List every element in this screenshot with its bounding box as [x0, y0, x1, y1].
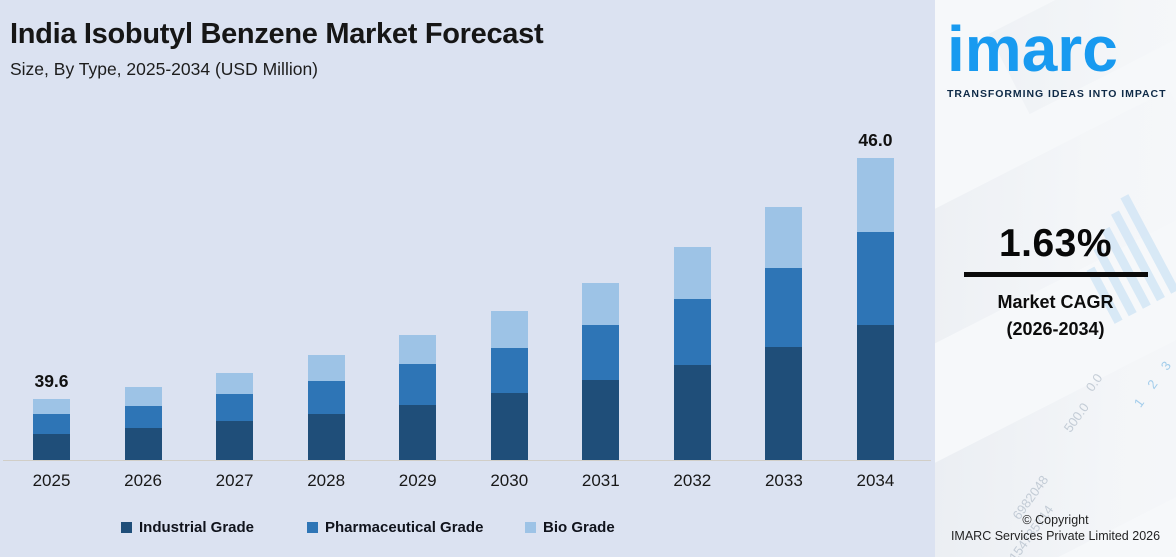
- bar-segment-2029-pharmaceutical-grade: [399, 364, 437, 405]
- page-subtitle: Size, By Type, 2025-2034 (USD Million): [10, 59, 319, 79]
- copyright: © Copyright IMARC Services Private Limit…: [935, 512, 1176, 544]
- legend-item-pharmaceutical-grade: Pharmaceutical Grade: [307, 519, 483, 536]
- bar-segment-2031-industrial-grade: [582, 380, 620, 460]
- cagr-underline: [963, 272, 1148, 277]
- data-label-2025: 39.6: [34, 371, 69, 391]
- x-axis-label-2031: 2031: [581, 471, 620, 490]
- bar-segment-2032-pharmaceutical-grade: [673, 299, 711, 365]
- legend-label: Pharmaceutical Grade: [325, 519, 484, 536]
- x-axis-label-2030: 2030: [490, 471, 529, 490]
- bar-segment-2029-industrial-grade: [399, 405, 437, 460]
- bar-segment-2032-industrial-grade: [673, 365, 711, 460]
- legend-label: Industrial Grade: [139, 519, 255, 536]
- bar-segment-2028-bio-grade: [307, 355, 345, 381]
- bar-segment-2028-industrial-grade: [307, 414, 345, 460]
- legend-item-industrial-grade: Industrial Grade: [121, 519, 254, 536]
- data-label-2034: 46.0: [858, 130, 893, 150]
- imarc-logo-text: imarc: [947, 13, 1118, 85]
- bar-segment-2026-industrial-grade: [124, 428, 162, 460]
- x-axis-label-2027: 2027: [215, 471, 254, 490]
- legend-item-bio-grade: Bio Grade: [525, 519, 615, 536]
- page-title: India Isobutyl Benzene Market Forecast: [10, 18, 544, 50]
- x-axis-line: [3, 460, 931, 461]
- bar-segment-2025-industrial-grade: [33, 434, 70, 460]
- x-axis-label-2026: 2026: [124, 471, 162, 490]
- copyright-line2: IMARC Services Private Limited 2026: [950, 529, 1161, 543]
- side-panel: 500.0 0.0 1 2 3 4 6982048 0.154785714: [935, 0, 1176, 557]
- bar-segment-2033-pharmaceutical-grade: [765, 268, 803, 347]
- chart-section: India Isobutyl Benzene Market Forecast S…: [3, 18, 931, 536]
- imarc-logo-tagline: TRANSFORMING IDEAS INTO IMPACT: [947, 88, 1167, 100]
- bar-segment-2025-bio-grade: [33, 399, 70, 414]
- bar-2031: [582, 283, 620, 460]
- bar-segment-2034-pharmaceutical-grade: [856, 232, 894, 325]
- x-axis-label-2034: 2034: [856, 471, 895, 490]
- bar-2032: [673, 247, 711, 460]
- imarc-logo: imarc TRANSFORMING IDEAS INTO IMPACT: [947, 8, 1176, 100]
- cagr-label-line2: (2026-2034): [1006, 319, 1105, 339]
- cagr-label-line1: Market CAGR: [997, 292, 1114, 312]
- bar-segment-2026-pharmaceutical-grade: [124, 406, 162, 428]
- legend-swatch-pharmaceutical-grade-icon: [307, 522, 318, 533]
- legend-label: Bio Grade: [543, 519, 615, 536]
- bar-2026: [124, 387, 162, 460]
- bar-segment-2034-industrial-grade: [856, 325, 894, 460]
- bar-segment-2025-pharmaceutical-grade: [33, 414, 70, 434]
- bar-segment-2030-bio-grade: [490, 311, 528, 348]
- x-axis-label-2028: 2028: [307, 471, 346, 490]
- legend-swatch-industrial-grade-icon: [121, 522, 132, 533]
- bar-segment-2028-pharmaceutical-grade: [307, 381, 345, 414]
- bar-segment-2033-industrial-grade: [765, 347, 803, 460]
- bar-2034: 46.0: [856, 130, 894, 460]
- x-axis-label-2033: 2033: [764, 471, 803, 490]
- copyright-line1: © Copyright: [1022, 513, 1089, 527]
- cagr-value: 1.63%: [998, 222, 1113, 265]
- bar-2033: [765, 207, 803, 460]
- bar-segment-2033-bio-grade: [765, 207, 803, 268]
- bar-2030: [490, 311, 528, 460]
- bar-segment-2027-bio-grade: [216, 373, 254, 394]
- plot-area: 39.6 46.0: [33, 130, 894, 460]
- bar-2027: [216, 373, 254, 460]
- bar-segment-2030-pharmaceutical-grade: [490, 348, 528, 393]
- x-axis-label-2029: 2029: [398, 471, 437, 490]
- bar-segment-2027-pharmaceutical-grade: [216, 394, 254, 421]
- bar-2028: [307, 355, 345, 460]
- bar-segment-2027-industrial-grade: [216, 421, 254, 460]
- x-axis-label-2032: 2032: [673, 471, 712, 490]
- bar-segment-2031-bio-grade: [582, 283, 620, 325]
- cagr-block: 1.63% Market CAGR (2026-2034): [935, 222, 1176, 343]
- bar-segment-2034-bio-grade: [856, 158, 894, 232]
- bar-segment-2029-bio-grade: [399, 335, 437, 364]
- x-axis-label-2025: 2025: [32, 471, 71, 490]
- bar-segment-2030-industrial-grade: [490, 393, 528, 460]
- bar-segment-2026-bio-grade: [124, 387, 162, 406]
- bar-2029: [399, 335, 437, 460]
- bar-2025: 39.6: [33, 371, 70, 460]
- legend-swatch-bio-grade-icon: [525, 522, 536, 533]
- bar-segment-2032-bio-grade: [673, 247, 711, 299]
- bar-segment-2031-pharmaceutical-grade: [582, 325, 620, 380]
